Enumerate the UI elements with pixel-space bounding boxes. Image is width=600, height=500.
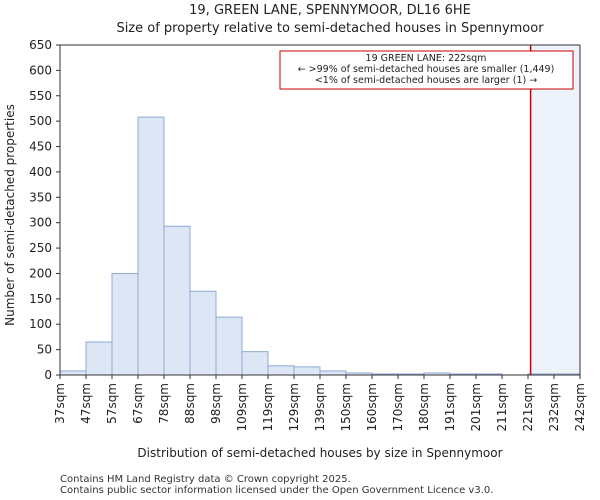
bar-88sqm <box>189 290 217 376</box>
bar-78sqm <box>163 225 191 376</box>
x-tick-label: 201sqm <box>469 383 483 431</box>
y-axis-label: Number of semi-detached properties <box>3 104 17 326</box>
x-tick-label: 119sqm <box>261 383 275 431</box>
x-tick-label: 170sqm <box>391 383 405 431</box>
x-tick-label: 98sqm <box>209 383 223 424</box>
annotation-line-1: 19 GREEN LANE: 222sqm <box>366 53 487 64</box>
bar-47sqm <box>85 341 113 376</box>
y-tick-label: 350 <box>29 190 52 204</box>
annotation-box: 19 GREEN LANE: 222sqm ← >99% of semi-det… <box>279 50 574 90</box>
bar-119sqm <box>267 365 295 376</box>
x-tick-label: 211sqm <box>495 383 509 431</box>
footer-line-1: Contains HM Land Registry data © Crown c… <box>60 474 351 485</box>
highlight-region <box>530 45 580 375</box>
annotation-line-2: ← >99% of semi-detached houses are small… <box>298 64 555 75</box>
x-tick-label: 67sqm <box>131 383 145 424</box>
y-tick-label: 550 <box>29 89 52 103</box>
bar-129sqm <box>293 366 321 376</box>
x-tick-label: 242sqm <box>573 383 587 431</box>
bar-57sqm <box>111 272 139 376</box>
x-tick-label: 88sqm <box>183 383 197 424</box>
x-tick-label: 109sqm <box>235 383 249 431</box>
x-axis-ticks: 37sqm 47sqm 57sqm 67sqm 78sqm 88sqm 98sqm 109sq… <box>53 375 587 431</box>
y-tick-label: 400 <box>29 165 52 179</box>
x-tick-label: 232sqm <box>547 383 561 431</box>
x-tick-label: 221sqm <box>521 383 535 431</box>
y-tick-label: 500 <box>29 114 52 128</box>
bar-37sqm <box>59 370 87 376</box>
bar-series <box>59 116 581 376</box>
y-tick-label: 150 <box>29 292 52 306</box>
chart-subtitle: Size of property relative to semi-detach… <box>116 21 544 36</box>
y-tick-label: 50 <box>37 343 52 357</box>
x-tick-label: 191sqm <box>443 383 457 431</box>
x-tick-label: 150sqm <box>339 383 353 431</box>
y-tick-label: 250 <box>29 241 52 255</box>
annotation-box-frame <box>279 50 574 90</box>
x-tick-label: 129sqm <box>287 383 301 431</box>
y-axis-ticks: 0 50 100 150 200 250 300 350 400 450 500 550 600 650 <box>29 38 60 382</box>
bar-98sqm <box>215 316 243 376</box>
x-tick-label: 160sqm <box>365 383 379 431</box>
y-tick-label: 100 <box>29 317 52 331</box>
x-axis-label: Distribution of semi-detached houses by … <box>137 446 502 460</box>
x-tick-label: 78sqm <box>157 383 171 424</box>
annotation-line-3: <1% of semi-detached houses are larger (… <box>315 75 537 86</box>
x-tick-label: 180sqm <box>417 383 431 431</box>
y-tick-label: 650 <box>29 38 52 52</box>
x-tick-label: 57sqm <box>105 383 119 424</box>
y-tick-label: 0 <box>44 368 52 382</box>
y-tick-label: 300 <box>29 216 52 230</box>
x-tick-label: 139sqm <box>313 383 327 431</box>
bar-67sqm <box>137 116 165 376</box>
y-tick-label: 450 <box>29 140 52 154</box>
y-tick-label: 600 <box>29 63 52 77</box>
bar-109sqm <box>241 351 269 376</box>
footer-line-2: Contains public sector information licen… <box>60 485 494 496</box>
x-tick-label: 47sqm <box>79 383 93 424</box>
y-tick-label: 200 <box>29 266 52 280</box>
x-tick-label: 37sqm <box>53 383 67 424</box>
chart-title: 19, GREEN LANE, SPENNYMOOR, DL16 6HE <box>189 3 471 18</box>
bar-139sqm <box>319 370 347 376</box>
